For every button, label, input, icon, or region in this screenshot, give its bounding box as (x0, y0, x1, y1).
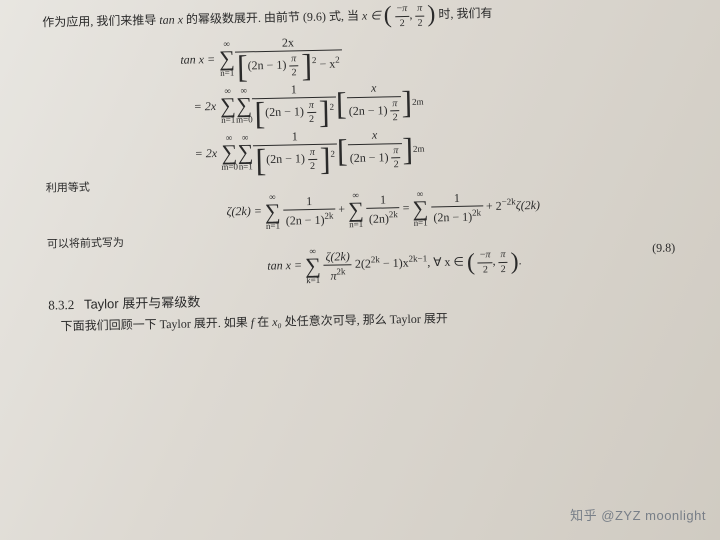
eq4-t1: 1 (2n − 1)2k (283, 193, 335, 229)
eq2-sum2: ∞∑m=0 (235, 86, 252, 124)
eq3-frac1: 1 [(2n − 1) π2 ]2 (253, 127, 338, 175)
intro-fn: tan x (159, 12, 183, 26)
eq3-exp: 2m (413, 143, 425, 155)
lbracket-icon: [ (336, 89, 347, 118)
eq4-plus: + (338, 202, 348, 216)
eq4-t2: 1 (2n)2k (366, 191, 400, 227)
eq4-tailexp: −2k (502, 196, 516, 206)
eq2-frac2: x (2n − 1) π2 (346, 79, 402, 125)
eq4-t3: 1 (2n − 1)2k (431, 189, 483, 225)
eq5-frac: ζ(2k) π2k (323, 248, 352, 284)
eq4-eq: = (403, 200, 413, 214)
equation-number: (9.8) (652, 240, 675, 257)
eq1-sum: ∞ ∑ n=1 (219, 40, 235, 78)
rbracket-icon: ] (401, 87, 412, 116)
interval-left: −π2 (394, 2, 409, 30)
eq4-sum1: ∞∑n=1 (264, 192, 280, 230)
eq4-tail: + 2 (486, 198, 502, 212)
eq3-lhs: = 2x (155, 145, 217, 162)
eq4-tail2: ζ(2k) (516, 198, 540, 213)
eq3-sum2: ∞∑n=1 (237, 133, 253, 171)
intro-ref: (9.6) (303, 9, 326, 23)
eq3-frac2: x (2n − 1) π2 (347, 126, 403, 172)
section-title: Taylor 展开与幂级数 (84, 295, 201, 312)
lbracket2-icon: [ (337, 136, 348, 165)
intro-tail: 时, 我们有 (438, 6, 492, 21)
eq2-frac1: 1 [(2n − 1) π2 ]2 (252, 80, 337, 128)
section-number: 8.3.2 (48, 297, 74, 313)
eq1-lhs: tan x = (153, 51, 215, 68)
watermark-text: 知乎 @ZYZ moonlight (570, 505, 706, 524)
eq4-sum2: ∞∑n=1 (348, 191, 364, 229)
intro-prefix: 作为应用, 我们来推导 (42, 13, 159, 29)
page-scan: 作为应用, 我们来推导 tan x 的幂级数展开. 由前节 (9.6) 式, 当… (0, 0, 720, 341)
lparen2-icon: ( (467, 252, 475, 274)
interval-right: π2 (415, 2, 425, 30)
intro-mid: 的幂级数展开. 由前节 (186, 10, 303, 26)
eq2-sum1: ∞∑n=1 (220, 87, 236, 125)
eq5-sum: ∞∑k=1 (305, 247, 321, 285)
intro-mid2: 式, 当 (329, 9, 362, 24)
rparen-icon: ) (427, 5, 435, 27)
intro-xin: x ∈ (362, 8, 384, 22)
eq1-frac: 2x [(2n − 1) π2 ]2 − x2 (234, 33, 342, 81)
eq5-lhs: tan x = (267, 258, 302, 273)
eq2-lhs: = 2x (154, 98, 216, 115)
rbracket2-icon: ] (402, 134, 413, 163)
eq4-sum3: ∞∑n=1 (412, 189, 428, 227)
lparen-icon: ( (384, 6, 392, 28)
eq2-exp: 2m (412, 96, 424, 108)
eq4-lhs: ζ(2k) = (226, 204, 262, 219)
eq5-mid: 2(2 (355, 257, 371, 271)
eq3-sum1: ∞∑m=0 (221, 134, 238, 172)
